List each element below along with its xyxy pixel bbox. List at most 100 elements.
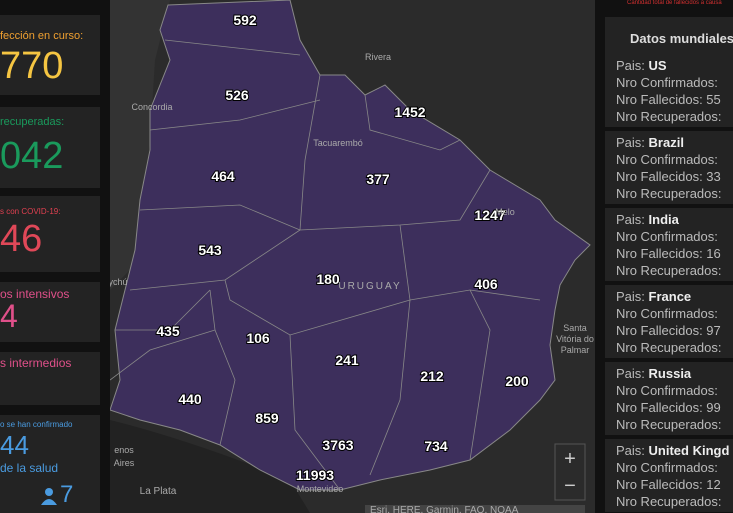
place-label: URUGUAY (338, 281, 401, 292)
country-row: Pais: United Kingd (616, 442, 733, 459)
card: recuperadas: 042 (0, 107, 100, 188)
place-label: enos (114, 445, 134, 455)
recovered: Nro Recuperados: (616, 417, 722, 432)
place-label: Rivera (365, 52, 391, 62)
recovered: Nro Recuperados: (616, 494, 722, 509)
country-name: United Kingd (648, 443, 730, 458)
country-row: Pais: India (616, 211, 733, 228)
country-name: France (648, 289, 692, 304)
department-count: 1247 (474, 207, 505, 223)
borders (110, 39, 541, 491)
place-label: Aires (114, 458, 135, 468)
country-row: Pais: US (616, 57, 733, 74)
department-count: 200 (505, 373, 529, 389)
department-count: 11993 (296, 467, 334, 483)
country-name: US (648, 58, 667, 73)
country-row: Pais: Russia (616, 365, 733, 382)
country-card: Pais: France Nro Confirmados: Nro Fallecid… (605, 285, 733, 358)
department-count: 377 (366, 171, 390, 187)
recovered: Nro Recuperados: (616, 340, 722, 355)
place-label: ychú (110, 277, 128, 287)
place-label: Vitória do (556, 334, 594, 344)
confirmed: Nro Confirmados: (616, 75, 718, 90)
person-icon (41, 488, 57, 505)
label: s intermedios (0, 356, 72, 370)
label: Pais: (616, 212, 645, 227)
card: s intermedios (0, 352, 100, 405)
card: fección en curso: 770 (0, 15, 100, 95)
country-row: Pais: Brazil (616, 134, 733, 151)
department-count: 543 (198, 242, 222, 258)
recovered: Nro Recuperados: (616, 109, 722, 124)
country-name: Brazil (648, 135, 684, 150)
country-row: Pais: France (616, 288, 733, 305)
card: os intensivos 4 (0, 282, 100, 342)
deaths: Nro Fallecidos: 16 (616, 246, 721, 261)
department-count: 440 (178, 391, 202, 407)
attribution: Esri, HERE, Garmin, FAO, NOAA (370, 505, 519, 513)
value: 46 (0, 218, 43, 260)
department-count: 1452 (394, 104, 425, 120)
world-title: Datos mundiales (605, 13, 733, 54)
confirmed: Nro Confirmados: (616, 306, 718, 321)
deaths: Nro Fallecidos: 33 (616, 169, 721, 184)
recovered: Nro Recuperados: (616, 263, 722, 278)
department-count: 406 (474, 276, 498, 292)
country-name: Russia (648, 366, 692, 381)
deaths: Nro Fallecidos: 55 (616, 92, 721, 107)
label: fección en curso: (0, 30, 84, 42)
value: 7 (60, 481, 74, 508)
department-count: 212 (420, 368, 444, 384)
zoom-control[interactable] (554, 443, 586, 501)
place-label: Santa (563, 323, 587, 333)
confirmed: Nro Confirmados: (616, 229, 718, 244)
label: Pais: (616, 443, 645, 458)
recovered: Nro Recuperados: (616, 186, 722, 201)
country-card: Pais: Brazil Nro Confirmados: Nro Fallecid… (605, 131, 733, 204)
place-label: Palmar (561, 345, 590, 355)
confirmed: Nro Confirmados: (616, 383, 718, 398)
label: Pais: (616, 58, 645, 73)
place-label: Montevideo (297, 484, 344, 494)
deaths: Nro Fallecidos: 97 (616, 323, 721, 338)
confirmed: Nro Confirmados: (616, 460, 718, 475)
zoom-out[interactable]: − (564, 475, 576, 497)
confirmed: Nro Confirmados: (616, 152, 718, 167)
label: recuperadas: (0, 116, 65, 128)
department-count: 464 (211, 168, 235, 184)
department-count: 859 (255, 410, 279, 426)
deaths: Nro Fallecidos: 12 (616, 477, 721, 492)
country-card: Pais: United Kingd Nro Confirmados: Nro Fa… (605, 439, 733, 512)
value: 042 (0, 135, 64, 177)
country-card: Pais: Russia Nro Confirmados: Nro Fallecid… (605, 362, 733, 435)
card: o se han confirmado 44 de la salud 7 (0, 415, 100, 513)
label: os intensivos (0, 287, 70, 301)
label: de la salud (0, 461, 59, 475)
label: Pais: (616, 135, 645, 150)
place-label: La Plata (140, 486, 177, 497)
label: o se han confirmado (0, 420, 73, 429)
department-count: 734 (424, 438, 448, 454)
place-label: Melo (495, 207, 515, 217)
label: s con COVID-19: (0, 207, 61, 216)
map: 592 526 1452 464 377 1247 543 180 406 435 106 241 21… (110, 0, 595, 513)
department-count: 526 (225, 87, 249, 103)
country-card: Pais: US Nro Confirmados: Nro Fallecidos: … (605, 54, 733, 127)
card: s con COVID-19: 46 (0, 196, 100, 272)
place-label: Tacuarembó (313, 138, 363, 148)
label: Pais: (616, 366, 645, 381)
label: Pais: (616, 289, 645, 304)
place-label: Concordia (131, 102, 172, 112)
zoom-in[interactable]: + (564, 448, 576, 470)
country-card: Pais: India Nro Confirmados: Nro Fallecido… (605, 208, 733, 281)
department-count: 3763 (322, 437, 353, 453)
deaths: Nro Fallecidos: 99 (616, 400, 721, 415)
department-count: 241 (335, 352, 359, 368)
value: 4 (0, 298, 18, 334)
department-count: 435 (156, 323, 180, 339)
department-count: 592 (233, 12, 257, 28)
world-panel: Cantidad total de fallecidos a causa Dat… (605, 0, 733, 513)
value: 770 (0, 45, 64, 87)
country-name: India (648, 212, 679, 227)
